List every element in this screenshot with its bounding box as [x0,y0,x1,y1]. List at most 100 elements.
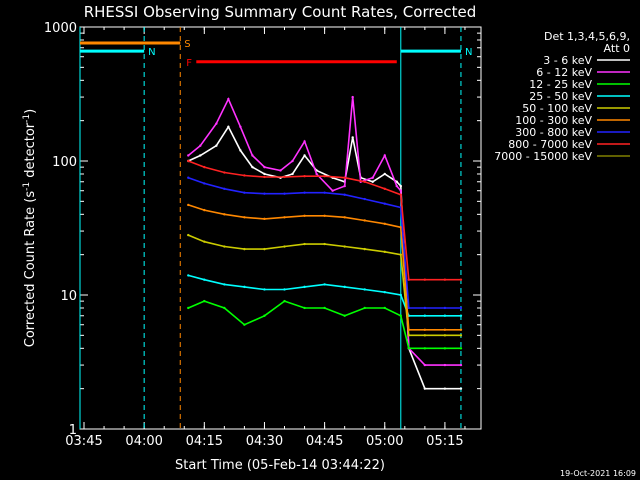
series-0-point-15 [371,180,374,183]
y-tick-label-1: 10 [60,289,77,304]
series-7-point-10 [383,187,386,191]
series-3-point-13 [423,314,427,317]
y-label-sup-1: -1 [22,182,32,191]
series-7-point-13 [423,278,427,281]
series-0-point-21 [443,387,447,390]
series-line-4 [187,234,461,337]
series-5-point-11 [399,226,402,229]
series-1-point-18 [399,189,402,192]
series-1-point-3 [227,97,230,101]
legend-label-4: 50 - 100 keV [522,102,592,115]
series-5-point-7 [323,214,326,217]
series-6-point-15 [459,306,463,310]
y-label-mid: detector [23,122,38,182]
y-label-sup-2: -1 [22,114,32,123]
series-2-point-10 [383,306,386,310]
series-2-point-8 [343,314,346,317]
y-axis-label: Corrected Count Rate (s-1 detector-1) [22,109,38,347]
legend-header-line-2: Att 0 [604,42,630,55]
series-3-point-3 [243,285,246,289]
series-4-point-0 [187,233,190,237]
series-1-point-2 [215,122,218,125]
series-4-point-10 [383,250,386,254]
series-1-point-6 [263,165,266,169]
x-tick-label-0: 03:45 [65,434,102,449]
series-7-point-1 [203,165,206,169]
series-1-point-8 [291,159,294,163]
series-4-point-15 [459,334,463,337]
series-6-point-9 [363,197,366,201]
series-5-point-6 [303,214,306,217]
series-4-point-9 [363,247,366,251]
series-5-point-15 [459,328,463,331]
series-4-point-13 [423,334,427,337]
series-6-point-13 [423,306,427,310]
series-1-point-0 [187,154,190,157]
legend-header-line-1: Det 1,3,4,5,6,9, [544,30,630,43]
series-0-point-16 [383,172,386,176]
series-3-point-6 [303,285,306,289]
series-4-point-6 [303,242,306,246]
series-4-point-11 [399,253,402,256]
flag-label-0: S [184,39,190,50]
legend-label-3: 25 - 50 keV [529,90,592,103]
series-0-point-2 [215,144,218,147]
timestamp: 19-Oct-2021 16:09 [560,469,636,478]
series-line-6 [188,176,461,309]
series-3-point-4 [263,288,266,291]
flag-label-2: N [465,47,472,58]
series-2-point-4 [263,314,266,317]
series-3-point-5 [283,288,286,291]
series-0-point-22 [459,387,463,390]
series-3-point-11 [399,293,402,297]
x-tick-label-4: 04:45 [306,434,343,449]
legend-label-8: 7000 - 15000 keV [494,150,592,163]
series-4-point-7 [323,242,326,246]
series-4-point-3 [243,247,246,251]
series-7-point-12 [407,278,411,281]
series-1-point-17 [395,184,398,188]
series-line-5 [188,204,461,331]
series-5-point-0 [187,203,190,207]
series-1-point-1 [199,144,202,147]
series-0-point-1 [199,154,202,157]
series-7-point-6 [303,175,306,178]
series-7-point-2 [223,171,226,174]
series-2-point-9 [363,306,366,310]
series-1-point-15 [371,176,374,179]
series-2-point-0 [187,306,190,310]
series-3-point-15 [459,314,463,317]
series-7-point-4 [263,175,266,179]
series-5-point-10 [383,222,386,225]
x-axis-label: Start Time (05-Feb-14 03:44:22) [175,458,385,473]
y-tick-label-2: 100 [52,155,77,170]
series-5-point-13 [423,328,427,331]
series-1-point-20 [423,363,427,367]
series-6-point-14 [443,306,447,310]
series-1-point-11 [331,189,334,192]
series-4-point-2 [223,245,226,248]
x-tick-label-5: 05:00 [366,434,403,449]
legend-label-0: 3 - 6 keV [543,54,592,67]
series-4-point-4 [263,247,266,251]
series-3-point-14 [443,314,447,317]
flag-label-3: F [186,58,192,69]
series-4-point-5 [283,245,286,248]
series-3-point-1 [203,278,206,281]
series-5-point-8 [343,216,346,219]
series-6-point-1 [203,182,206,185]
series-5-point-1 [203,208,206,212]
series-3-point-0 [187,274,190,277]
series-3-point-2 [223,283,226,286]
series-5-point-12 [407,328,411,331]
series-2-point-12 [407,347,411,350]
series-7-point-0 [187,159,190,163]
series-7-point-11 [399,193,402,196]
series-1-point-12 [343,184,346,188]
series-2-point-13 [423,347,427,350]
series-5-point-2 [223,213,226,216]
series-line-7 [188,160,461,281]
series-6-point-4 [263,192,266,195]
